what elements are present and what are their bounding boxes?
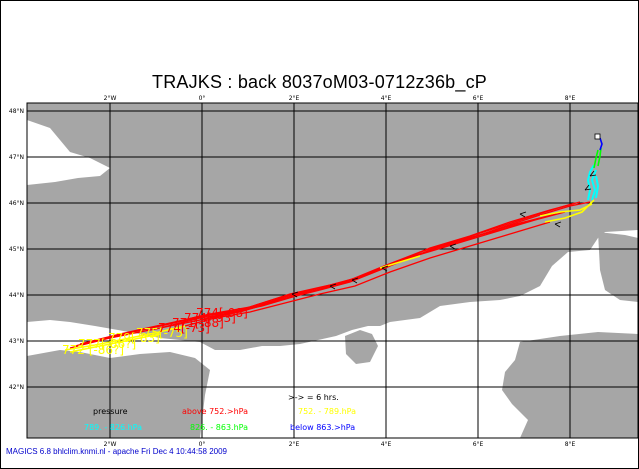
lon-label-bottom: 6°E xyxy=(473,441,484,448)
lon-label-bottom: 0° xyxy=(199,441,206,448)
map-title: TRAJKS : back 8037oM03-0712z36b_cP xyxy=(152,72,487,92)
trajectories-below xyxy=(599,137,603,151)
legend-mid-low: 752. - 789.hPa xyxy=(298,407,356,416)
lon-label-bottom: 2°E xyxy=(289,441,300,448)
land-france-spain xyxy=(27,103,638,350)
lon-label-bottom: 4°E xyxy=(381,441,392,448)
pressure-legend: pressure above 752.>hPa 752. - 789.hPa 7… xyxy=(84,407,356,432)
trajectories-above xyxy=(69,201,591,349)
graticule xyxy=(27,103,638,438)
land-balearic xyxy=(345,330,378,364)
footer-credit: MAGICS 6.8 bhlclim.knmi.nl - apache Fri … xyxy=(6,447,227,456)
lon-label-bottom: 8°E xyxy=(565,441,576,448)
traj-label: 774[-98] xyxy=(196,306,248,320)
legend-mid-b: 826. - 863.hPa xyxy=(190,423,248,432)
traj-label: 774[-73] xyxy=(158,321,210,335)
lat-label: 47°N xyxy=(9,154,24,161)
traj-label: 771[-88] xyxy=(172,316,224,330)
lat-label: 42°N xyxy=(9,384,24,391)
lon-label-bottom: 2°W xyxy=(104,441,117,448)
traj-label: 772 [-86?] xyxy=(62,343,124,357)
lat-label: 46°N xyxy=(9,200,24,207)
lon-label: 2°W xyxy=(104,95,117,102)
lon-label: 2°E xyxy=(289,95,300,102)
map-border xyxy=(26,102,639,439)
lon-label: 0° xyxy=(199,95,206,102)
lat-label: 45°N xyxy=(9,246,24,253)
lon-label: 4°E xyxy=(381,95,392,102)
lon-label: 8°E xyxy=(565,95,576,102)
start-marker xyxy=(594,133,601,140)
trajectory-labels: 772 [-86?] 777[-86?] 779[-83] 775[-75] 7… xyxy=(62,306,248,357)
traj-label: 777[-86?] xyxy=(78,337,136,351)
traj-label: 779[-83] xyxy=(108,331,160,345)
legend-header: pressure xyxy=(93,407,128,416)
lat-label: 48°N xyxy=(9,108,24,115)
lon-labels: 2°W 0° 2°E 4°E 6°E 8°E 2°W 0° 2°E 4°E 6°… xyxy=(104,95,576,448)
legend-mid-a: 789. - 826.hPa xyxy=(84,423,142,432)
legend-below: below 863.>hPa xyxy=(290,423,355,432)
land-southern-spain xyxy=(27,350,210,438)
time-arrows xyxy=(291,170,597,298)
legend-above: above 752.>hPa xyxy=(182,407,248,416)
lon-label: 6°E xyxy=(473,95,484,102)
traj-label: 774[-93] xyxy=(184,311,236,325)
lat-label: 44°N xyxy=(9,292,24,299)
scale-note: >-> = 6 hrs. xyxy=(288,393,339,402)
lat-label: 43°N xyxy=(9,338,24,345)
traj-label: 775[-75] xyxy=(136,326,188,340)
trajectories-mid-b xyxy=(593,147,602,169)
lat-labels: 48°N 47°N 46°N 45°N 44°N 43°N 42°N xyxy=(9,108,24,391)
trajectories-mid-low xyxy=(64,199,595,353)
